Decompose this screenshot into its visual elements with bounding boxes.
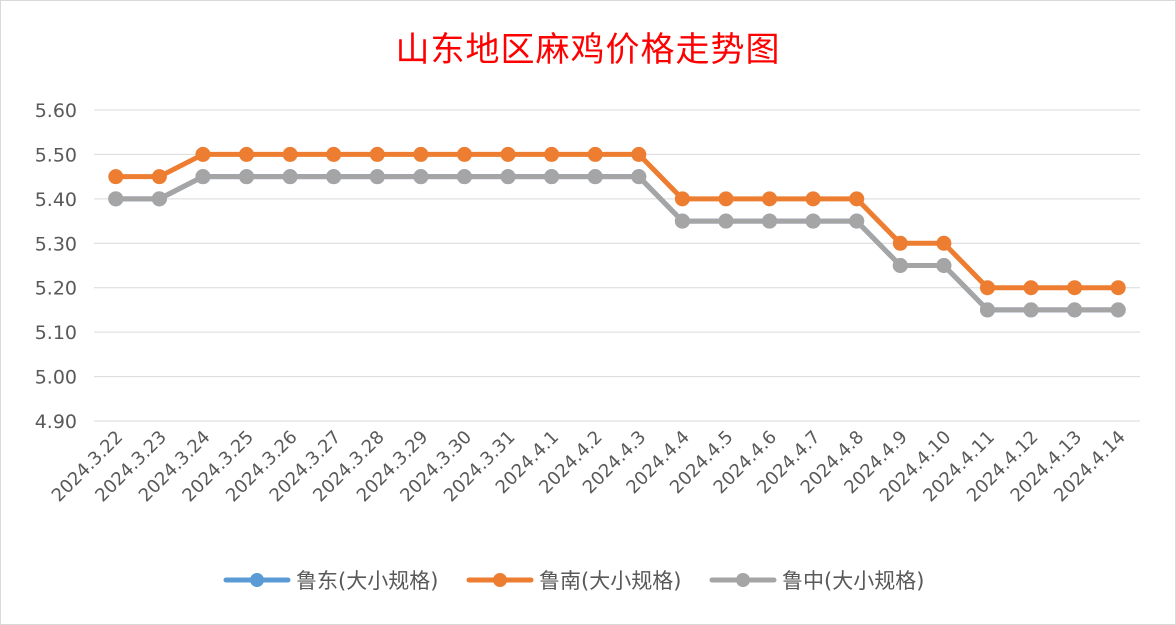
data-point [1067,302,1083,318]
data-point [151,169,167,185]
data-point [326,169,342,185]
series-2 [108,146,1126,296]
data-point [805,191,821,207]
legend-label: 鲁南(大小规格) [539,569,681,593]
data-point [718,213,734,229]
data-point [369,169,385,185]
legend: 鲁东(大小规格) 鲁南(大小规格) 鲁中(大小规格) [223,569,924,593]
data-point [1110,302,1126,318]
data-point [195,146,211,162]
y-tick-label: 5.50 [35,144,77,166]
data-point [544,169,560,185]
legend-label: 鲁中(大小规格) [782,569,924,593]
y-tick-label: 5.40 [35,189,77,211]
x-axis: 2024.3.222024.3.232024.3.242024.3.252024… [48,427,1130,507]
data-point [369,146,385,162]
data-point [718,191,734,207]
series-3 [108,169,1126,318]
data-point [326,146,342,162]
data-point [544,146,560,162]
y-tick-label: 5.00 [35,367,77,389]
data-point [1067,280,1083,296]
data-point [849,213,865,229]
data-point [456,169,472,185]
data-point [631,146,647,162]
data-point [892,258,908,273]
data-point [1023,302,1039,318]
legend-swatch-marker [250,573,264,587]
data-point [282,169,298,185]
y-tick-label: 5.10 [35,322,77,344]
data-point [413,146,429,162]
data-point [936,258,952,273]
data-point [762,191,778,207]
series-group [108,146,1126,318]
data-point [762,213,778,229]
data-point [239,146,255,162]
data-point [151,191,167,207]
y-tick-label: 4.90 [35,411,77,433]
y-tick-label: 5.20 [35,278,77,300]
legend-label: 鲁东(大小规格) [296,569,438,593]
legend-swatch-marker [736,573,750,587]
legend-item-1: 鲁东(大小规格) [223,569,438,593]
data-point [500,169,516,185]
data-point [849,191,865,207]
data-point [456,146,472,162]
data-point [282,146,298,162]
data-point [1023,280,1039,296]
data-point [108,191,124,207]
data-point [979,280,995,296]
y-axis: 4.90 5.00 5.10 5.20 5.30 5.40 5.50 5.60 [35,100,77,433]
data-point [674,191,690,207]
chart-title: 山东地区麻鸡价格走势图 [395,30,781,70]
data-point [587,146,603,162]
data-point [1110,280,1126,296]
data-point [979,302,995,318]
data-point [108,169,124,185]
legend-item-2: 鲁南(大小规格) [466,569,681,593]
data-point [587,169,603,185]
data-point [500,146,516,162]
data-point [413,169,429,185]
data-point [239,169,255,185]
legend-item-3: 鲁中(大小规格) [709,569,924,593]
data-point [631,169,647,185]
data-point [195,169,211,185]
data-point [892,235,908,251]
y-tick-label: 5.30 [35,233,77,255]
data-point [674,213,690,229]
y-tick-label: 5.60 [35,100,77,122]
data-point [805,213,821,229]
legend-swatch-marker [493,573,507,587]
data-point [936,235,952,251]
